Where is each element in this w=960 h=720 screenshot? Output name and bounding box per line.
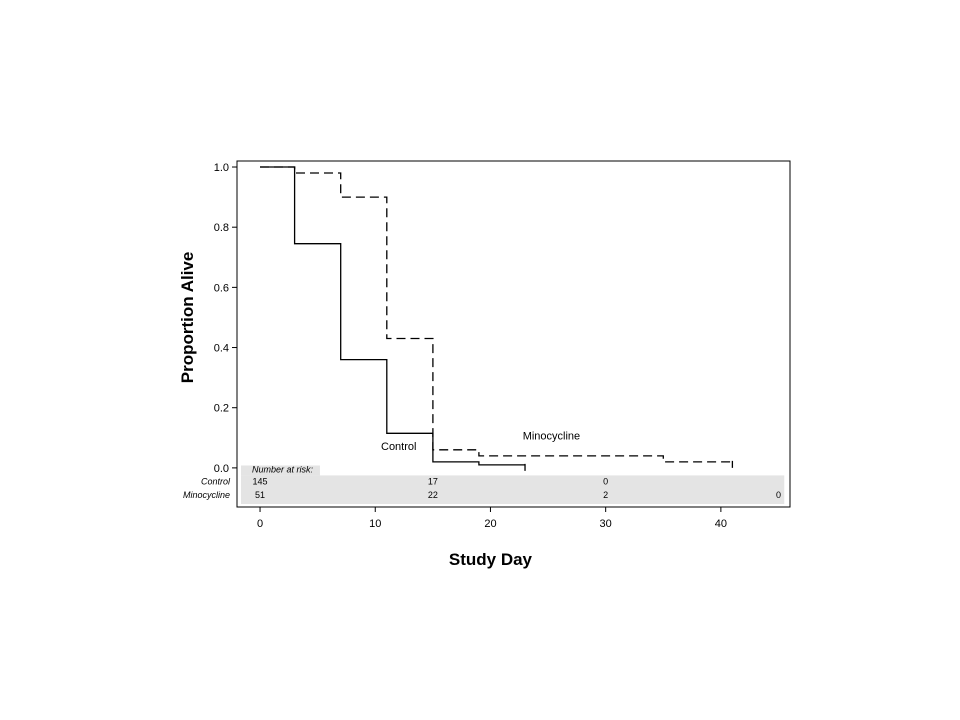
risk-header-band: [241, 465, 320, 476]
y-tick-label: 0.0: [214, 463, 229, 475]
x-tick-label: 10: [369, 518, 381, 530]
risk-count: 2: [603, 490, 608, 500]
risk-table-background: [241, 465, 785, 504]
series-line-control: [260, 166, 525, 466]
x-tick-label: 20: [484, 518, 496, 530]
risk-row-label: Control: [201, 476, 231, 486]
risk-row-label: Minocycline: [183, 490, 230, 500]
risk-count: 0: [776, 490, 781, 500]
y-tick-label: 1.0: [214, 162, 229, 174]
series-label-control: Control: [381, 441, 416, 453]
y-tick-label: 0.8: [214, 222, 229, 234]
risk-count: 22: [428, 490, 438, 500]
risk-table: Number at risk: Control 145 17 0 Minocycline 5…: [183, 464, 781, 500]
risk-count: 0: [603, 476, 608, 486]
y-axis-title: Proportion Alive: [178, 252, 197, 384]
x-axis: 0 10 20 30 40: [257, 507, 727, 530]
plot-frame: [236, 160, 791, 508]
risk-count: 17: [428, 476, 438, 486]
x-tick-label: 0: [257, 518, 263, 530]
y-tick-label: 0.4: [214, 343, 229, 355]
x-tick-label: 30: [600, 518, 612, 530]
x-axis-title: Study Day: [449, 550, 533, 569]
series-layer: Control Minocycline: [260, 166, 734, 471]
y-tick-label: 0.6: [214, 282, 229, 294]
risk-count: 145: [253, 476, 268, 486]
y-tick-label: 0.2: [214, 403, 229, 415]
risk-row-band: [241, 488, 785, 504]
risk-row-band: [241, 475, 785, 489]
y-axis: 0.0 0.2 0.4 0.6 0.8 1.0: [214, 162, 237, 475]
series-label-minocycline: Minocycline: [523, 430, 580, 442]
risk-table-header: Number at risk:: [252, 464, 314, 474]
x-tick-label: 40: [715, 518, 727, 530]
series-line-minocycline: [260, 166, 733, 463]
risk-count: 51: [255, 490, 265, 500]
